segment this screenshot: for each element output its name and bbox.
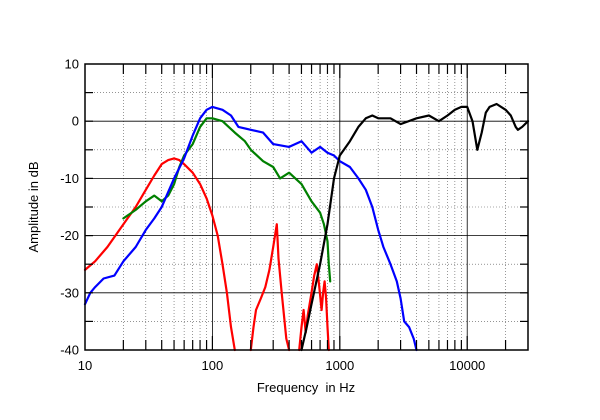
series-layer xyxy=(83,102,530,352)
x-tick-labels: 10 100 1000 10000 xyxy=(78,358,486,373)
series-line-red xyxy=(249,223,291,352)
y-tick-label: -30 xyxy=(60,285,79,300)
y-tick-label: -40 xyxy=(60,343,79,358)
series-line-red xyxy=(298,263,330,352)
series-line-black xyxy=(300,102,530,352)
grid-major xyxy=(85,64,528,350)
x-tick-label: 1000 xyxy=(325,358,354,373)
series-line-blue xyxy=(83,105,418,352)
tick-marks xyxy=(85,64,528,350)
series-line-red xyxy=(83,157,236,352)
x-axis-label: Frequency in Hz xyxy=(257,380,355,395)
y-tick-label: -20 xyxy=(60,228,79,243)
x-tick-label: 10000 xyxy=(449,358,485,373)
grid-minor xyxy=(85,64,528,350)
y-tick-label: -10 xyxy=(60,171,79,186)
y-axis-label: Amplitude in dB xyxy=(26,161,41,252)
y-tick-labels: 10 0 -10 -20 -30 -40 xyxy=(60,57,79,358)
y-tick-label: 10 xyxy=(65,57,79,72)
y-tick-label: 0 xyxy=(72,114,79,129)
x-tick-label: 10 xyxy=(78,358,92,373)
x-tick-label: 100 xyxy=(202,358,224,373)
